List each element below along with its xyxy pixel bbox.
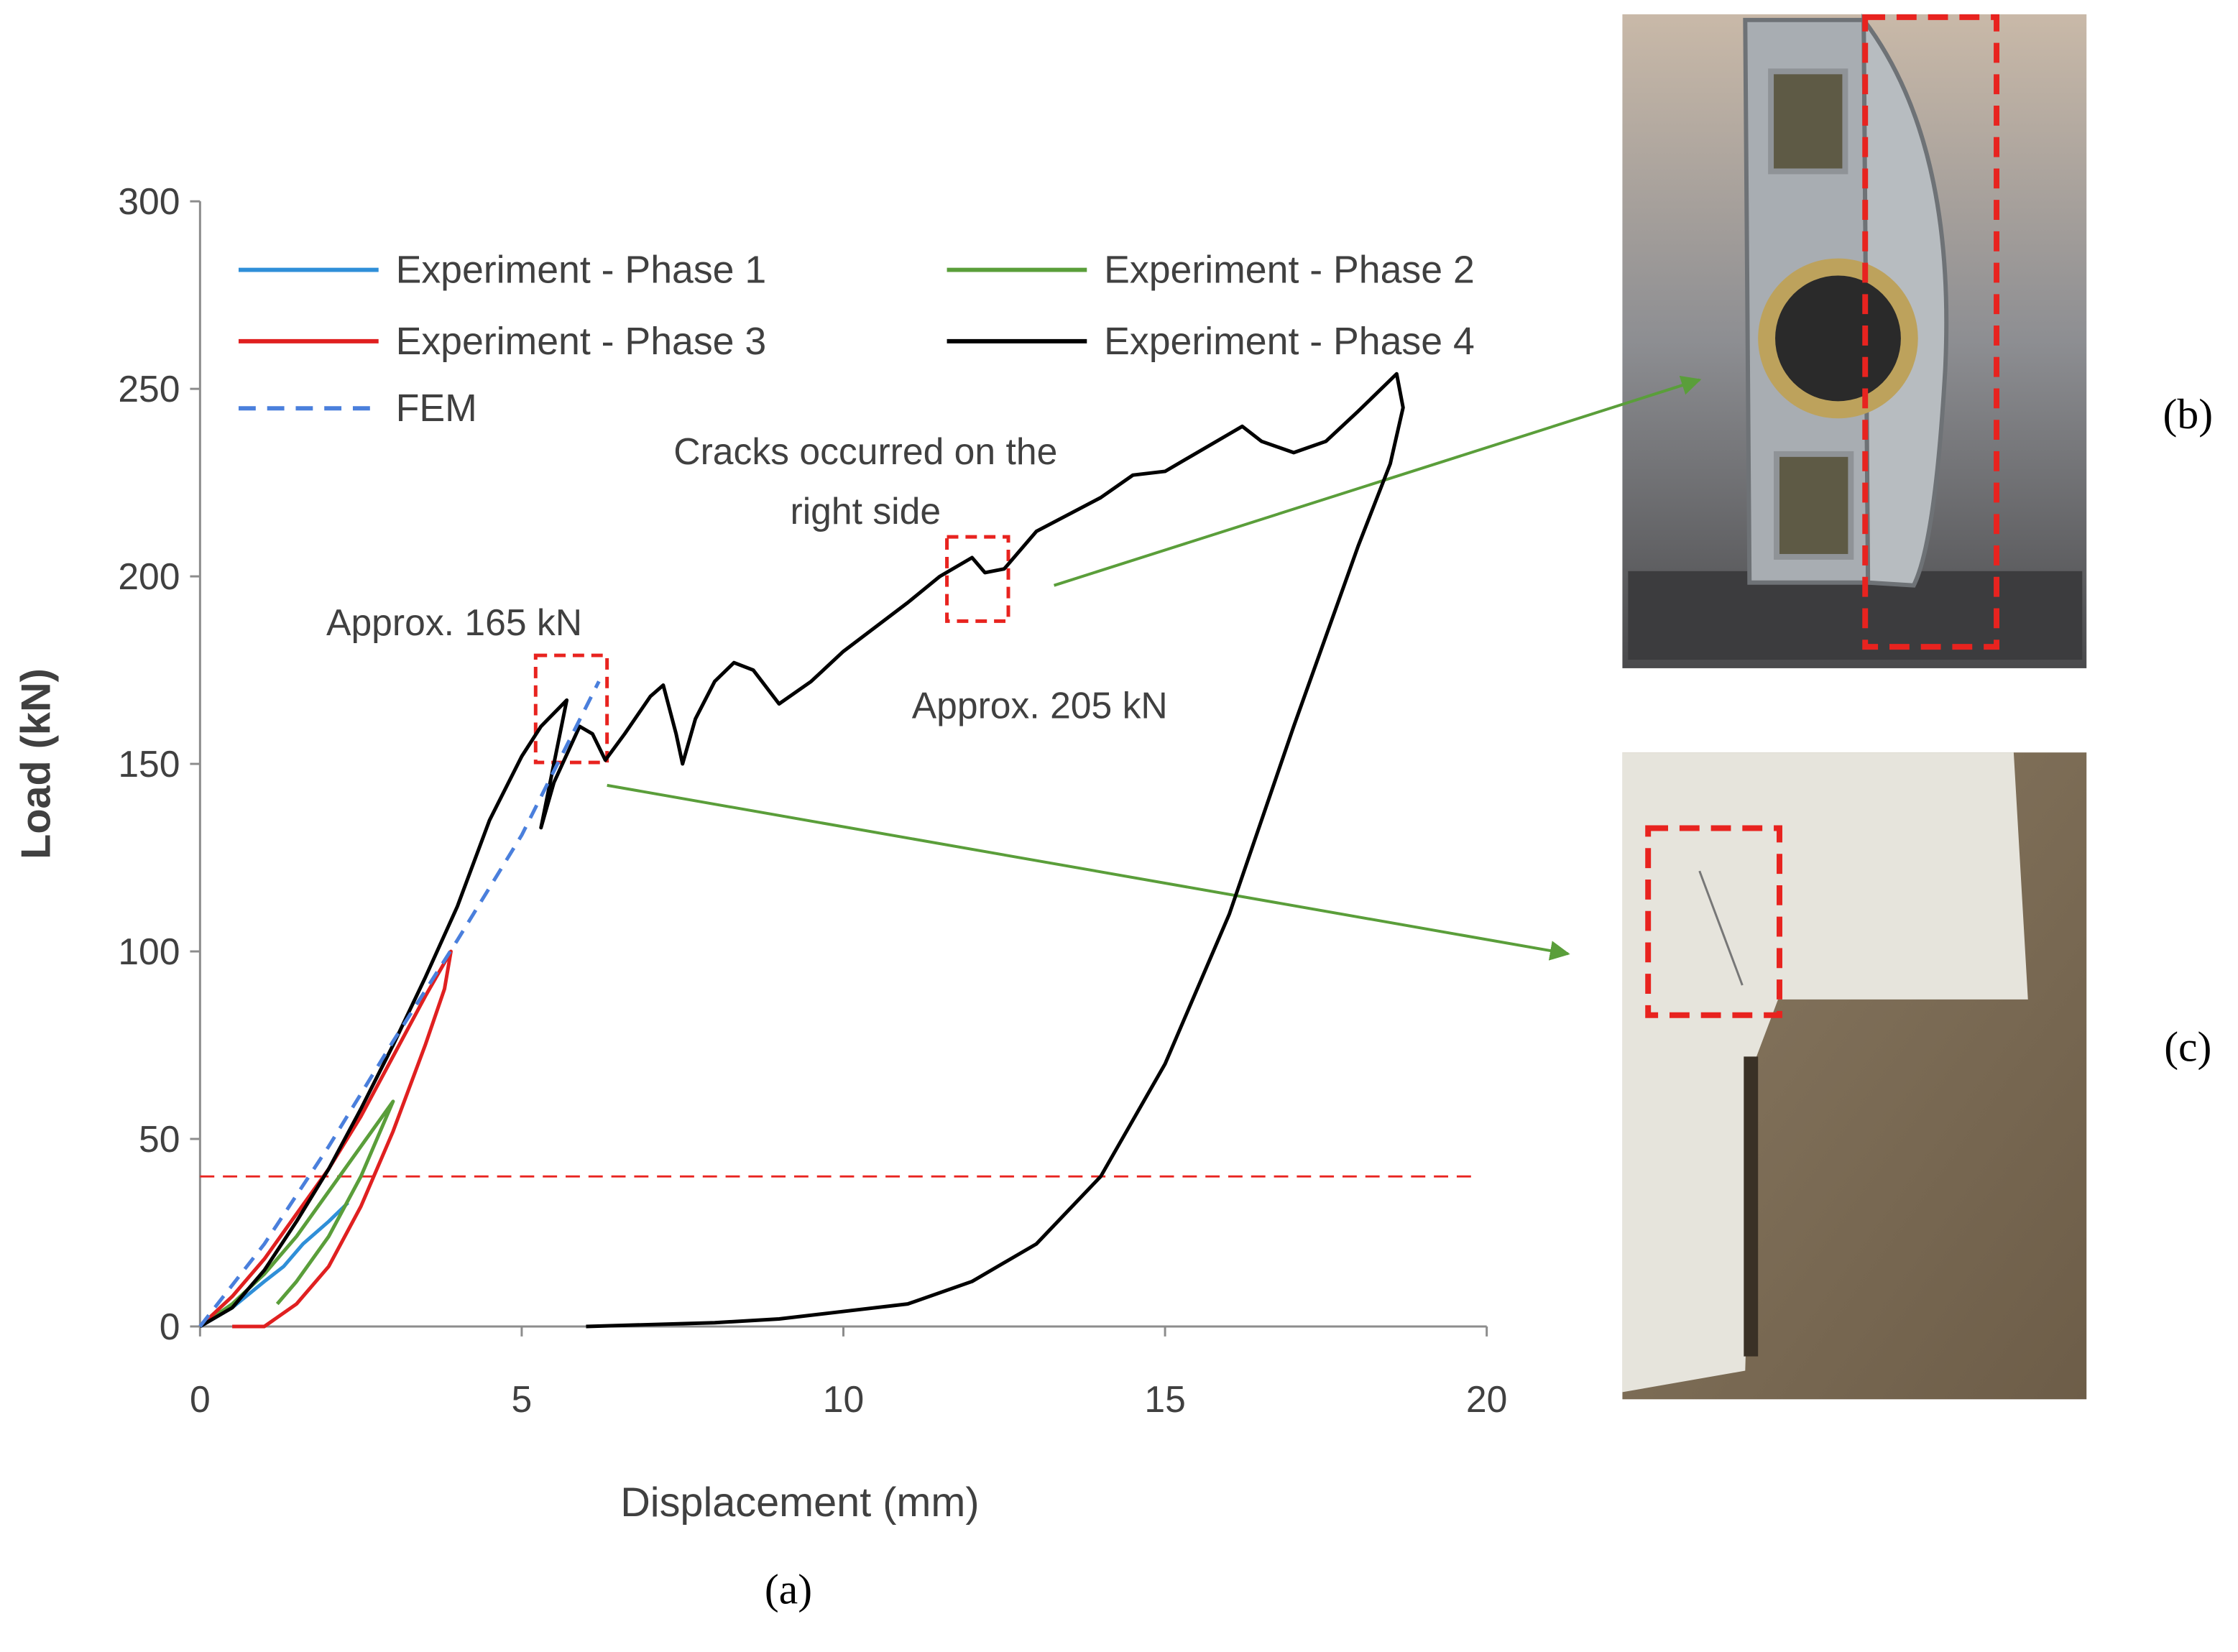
y-tick-label: 50: [139, 1118, 180, 1160]
x-tick-label: 0: [190, 1378, 211, 1420]
series-line: [198, 680, 601, 1328]
x-tick-label: 5: [512, 1378, 533, 1420]
y-tick-label: 200: [118, 555, 180, 597]
series-line: [198, 949, 453, 1329]
photo-b: [1622, 13, 2087, 668]
legend-label: Experiment - Phase 3: [396, 320, 767, 363]
highlight-box: [945, 535, 1010, 623]
panel-label: (b): [2163, 390, 2214, 438]
highlight-box: [533, 653, 609, 765]
annotation: right side: [790, 490, 941, 532]
annotation: Cracks occurred on the: [673, 430, 1057, 472]
legend-label: Experiment - Phase 1: [396, 248, 767, 291]
annotation: Approx. 205 kN: [912, 684, 1168, 726]
legend-label: FEM: [396, 387, 477, 430]
y-tick-label: 250: [118, 368, 180, 410]
x-tick-label: 10: [823, 1378, 864, 1420]
legend-label: Experiment - Phase 4: [1104, 320, 1475, 363]
y-tick-label: 300: [118, 180, 180, 222]
arrow: [607, 783, 1570, 961]
photo-c: [1622, 752, 2087, 1400]
legend-label: Experiment - Phase 2: [1104, 248, 1475, 291]
y-tick-label: 150: [118, 743, 180, 785]
y-axis-label: Load (kN): [14, 668, 60, 859]
arrow: [1053, 375, 1702, 587]
annotation: Approx. 165 kN: [326, 601, 582, 643]
panel-label: (c): [2164, 1023, 2211, 1070]
y-tick-label: 0: [160, 1306, 180, 1347]
panel-label: (a): [765, 1565, 812, 1612]
x-tick-label: 20: [1466, 1378, 1507, 1420]
series-line: [199, 372, 1405, 1329]
x-axis-label: Displacement (mm): [620, 1480, 979, 1526]
y-tick-label: 100: [118, 931, 180, 972]
x-tick-label: 15: [1144, 1378, 1185, 1420]
